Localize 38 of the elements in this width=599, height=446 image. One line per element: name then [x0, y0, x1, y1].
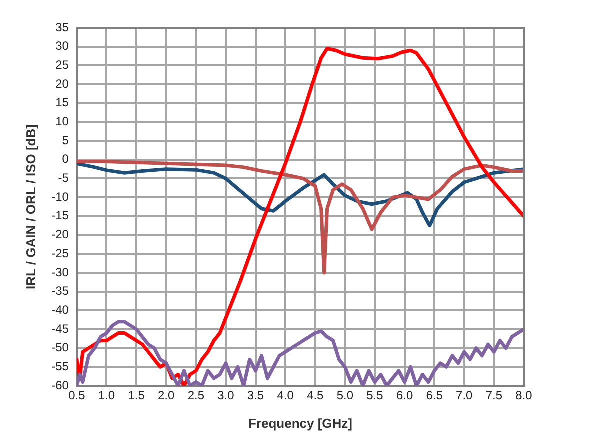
x-tick-label: 4.0	[277, 388, 294, 403]
y-tick-label: 5	[62, 133, 70, 148]
x-tick-label: 6.5	[426, 388, 444, 403]
x-tick-label: 1.0	[98, 388, 116, 403]
y-tick-label: 25	[56, 58, 70, 72]
x-tick-label: 2.0	[158, 388, 176, 403]
y-tick-label: -50	[52, 340, 70, 355]
x-tick-label: 7.5	[486, 388, 503, 403]
y-tick-label: -20	[52, 228, 70, 242]
x-tick-label: 7.0	[456, 388, 474, 403]
y-tick-label: -15	[52, 208, 70, 223]
y-tick-label: -10	[52, 190, 70, 204]
x-tick-label: 3.0	[218, 388, 235, 403]
y-tick-label: 30	[56, 39, 70, 54]
y-axis-title: IRL / GAIN / ORL / ISO [dB]	[23, 124, 38, 290]
y-tick-label: 15	[56, 96, 70, 110]
y-tick-label: -60	[52, 378, 70, 392]
x-tick-label: 8.0	[516, 388, 533, 403]
x-tick-label: 1.5	[128, 388, 146, 403]
y-tick-label: 0	[62, 152, 70, 166]
x-tick-label: 5.0	[336, 388, 354, 403]
x-tick-label: 2.5	[188, 388, 205, 403]
y-tick-label: -30	[52, 265, 70, 280]
y-tick-label: -55	[52, 359, 70, 374]
y-tick-label: 10	[56, 114, 70, 129]
y-tick-label: 20	[56, 76, 70, 91]
x-axis-title: Frequency [GHz]	[248, 416, 352, 431]
y-tick-label: -35	[52, 284, 70, 298]
y-tick-label: 35	[56, 20, 70, 34]
x-tick-label: 6.0	[396, 388, 414, 403]
x-tick-label: 0.5	[68, 388, 86, 403]
x-tick-label: 4.5	[307, 388, 324, 403]
y-tick-label: -40	[52, 302, 70, 317]
y-tick-label: -25	[52, 246, 70, 260]
y-tick-label: -45	[52, 322, 70, 336]
y-tick-label: -5	[58, 171, 70, 186]
x-tick-label: 5.5	[366, 388, 384, 403]
x-tick-label: 3.5	[247, 388, 264, 403]
